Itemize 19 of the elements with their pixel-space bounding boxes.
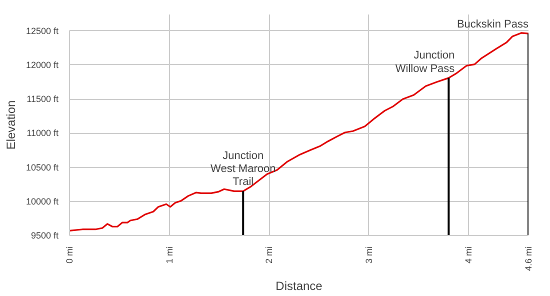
annotation: Junction West Maroon Trail [210, 150, 276, 188]
x-tick-label: 2 mi [264, 246, 274, 264]
x-tick-label: 4.6 mi [524, 246, 534, 272]
y-axis-title: Elevation [4, 100, 18, 150]
y-tick-label: 12500 ft [26, 26, 59, 36]
x-tick-label: 0 mi [64, 246, 74, 264]
x-axis-title: Distance [276, 279, 323, 294]
x-tick-label: 3 mi [364, 246, 374, 264]
y-tick-label: 9500 ft [30, 230, 59, 240]
y-tick-label: 10000 ft [26, 196, 59, 206]
annotation: Buckskin Pass [456, 18, 529, 31]
x-tick-label: 4 mi [464, 246, 474, 264]
y-tick-label: 10500 ft [26, 162, 59, 172]
line-series [70, 32, 528, 232]
annotation: Junction Willow Pass [395, 50, 456, 75]
y-tick-label: 11000 ft [26, 128, 59, 138]
y-tick-label: 12000 ft [26, 60, 59, 70]
x-tick-label: 1 mi [164, 246, 174, 264]
y-tick-label: 11500 ft [26, 94, 59, 104]
